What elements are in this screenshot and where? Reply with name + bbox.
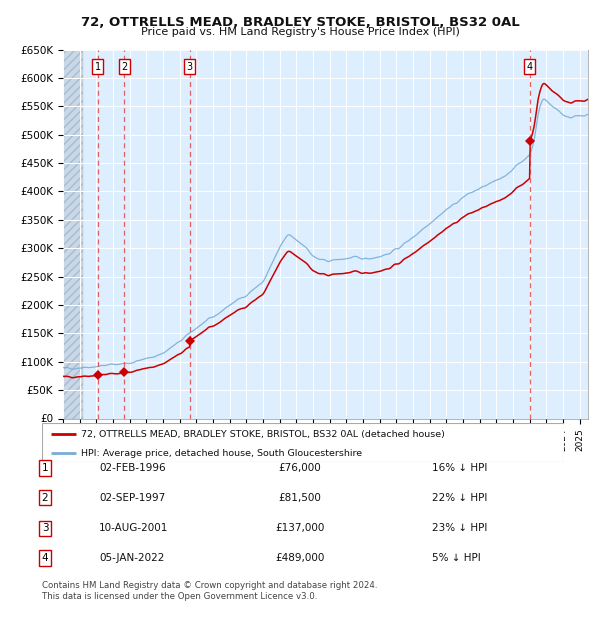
Text: 5% ↓ HPI: 5% ↓ HPI — [432, 553, 481, 563]
Text: £137,000: £137,000 — [275, 523, 325, 533]
Text: 10-AUG-2001: 10-AUG-2001 — [99, 523, 169, 533]
Text: 2: 2 — [121, 61, 127, 72]
Text: This data is licensed under the Open Government Licence v3.0.: This data is licensed under the Open Gov… — [42, 592, 317, 601]
Text: 4: 4 — [41, 553, 49, 563]
Text: 22% ↓ HPI: 22% ↓ HPI — [432, 493, 487, 503]
Text: 72, OTTRELLS MEAD, BRADLEY STOKE, BRISTOL, BS32 0AL (detached house): 72, OTTRELLS MEAD, BRADLEY STOKE, BRISTO… — [81, 430, 445, 439]
Text: 02-SEP-1997: 02-SEP-1997 — [99, 493, 165, 503]
Text: 23% ↓ HPI: 23% ↓ HPI — [432, 523, 487, 533]
Text: 05-JAN-2022: 05-JAN-2022 — [99, 553, 164, 563]
Text: £489,000: £489,000 — [275, 553, 325, 563]
Text: £76,000: £76,000 — [278, 463, 322, 473]
Text: 16% ↓ HPI: 16% ↓ HPI — [432, 463, 487, 473]
Text: 1: 1 — [41, 463, 49, 473]
Text: £81,500: £81,500 — [278, 493, 322, 503]
Text: 4: 4 — [527, 61, 533, 72]
Text: 2: 2 — [41, 493, 49, 503]
Text: Contains HM Land Registry data © Crown copyright and database right 2024.: Contains HM Land Registry data © Crown c… — [42, 581, 377, 590]
Text: 02-FEB-1996: 02-FEB-1996 — [99, 463, 166, 473]
Text: 3: 3 — [41, 523, 49, 533]
Text: 1: 1 — [95, 61, 101, 72]
Text: Price paid vs. HM Land Registry's House Price Index (HPI): Price paid vs. HM Land Registry's House … — [140, 27, 460, 37]
Text: 3: 3 — [187, 61, 193, 72]
Text: HPI: Average price, detached house, South Gloucestershire: HPI: Average price, detached house, Sout… — [81, 449, 362, 458]
Text: 72, OTTRELLS MEAD, BRADLEY STOKE, BRISTOL, BS32 0AL: 72, OTTRELLS MEAD, BRADLEY STOKE, BRISTO… — [80, 16, 520, 29]
